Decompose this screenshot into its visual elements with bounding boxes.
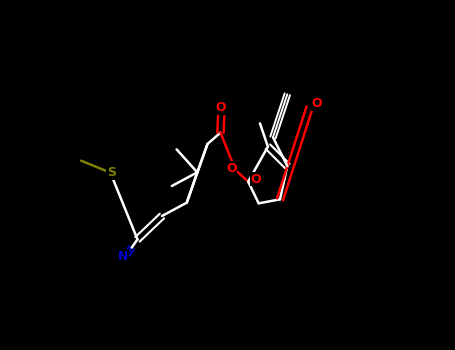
Text: O: O: [250, 173, 261, 186]
Text: S: S: [107, 166, 116, 179]
Text: N: N: [118, 250, 128, 263]
Text: O: O: [216, 101, 227, 114]
Text: O: O: [311, 97, 322, 110]
Text: O: O: [226, 162, 237, 175]
